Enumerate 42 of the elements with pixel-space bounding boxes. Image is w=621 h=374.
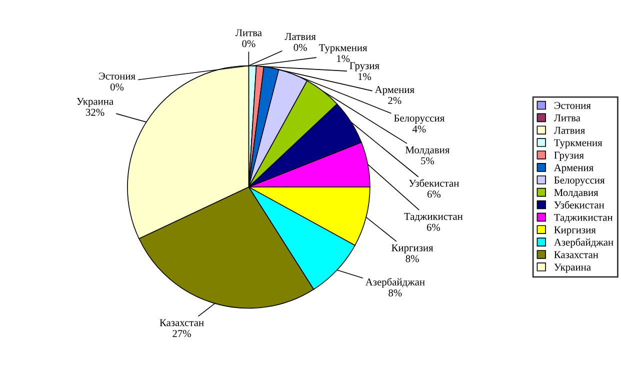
- slice-label: Казахстан: [160, 319, 204, 326]
- legend-label: Узбекистан: [554, 200, 604, 208]
- slice-label: Грузия: [350, 62, 380, 72]
- slice-label: Туркмения: [319, 44, 368, 54]
- data-label: 6%: [426, 224, 440, 231]
- data-label: 27%: [172, 330, 191, 338]
- legend-label: Грузия: [554, 152, 584, 161]
- slice-label: Украина: [76, 98, 114, 108]
- text: 0%: [294, 44, 307, 51]
- data-label: 1%: [358, 73, 372, 80]
- data-label: 8%: [388, 289, 402, 296]
- slice-label: Молдавия: [406, 146, 450, 156]
- slice-label: Киргизия: [392, 244, 434, 254]
- data-label: 32%: [86, 108, 104, 116]
- text: 0%: [110, 83, 124, 91]
- slice-label: Азербайджан: [365, 278, 425, 288]
- legend-label: Украина: [554, 264, 591, 273]
- data-label: 6%: [427, 190, 441, 198]
- legend-label: Белоруссия: [554, 176, 605, 186]
- legend-label: Казахстан: [554, 251, 598, 258]
- legend-label: Туркмения: [554, 139, 602, 148]
- legend-label: Молдавия: [554, 189, 598, 198]
- legend-label: Литва: [554, 114, 580, 122]
- legend-label: Армения: [554, 164, 594, 174]
- slice-label: Белоруссия: [394, 114, 444, 124]
- data-label: 2%: [388, 96, 402, 104]
- category-label: Латвия: [284, 33, 316, 40]
- text: 0%: [242, 40, 256, 48]
- data-label: 4%: [412, 126, 426, 133]
- slice-label: Таджикистан: [404, 213, 463, 222]
- legend-label: Азербайджан: [554, 238, 614, 248]
- legend-label: Латвия: [554, 126, 585, 134]
- slice-label: Узбекистан: [409, 179, 459, 187]
- data-label: 8%: [406, 255, 419, 262]
- legend-label: Эстония: [554, 102, 591, 109]
- data-label: 1%: [337, 55, 350, 62]
- slice-label: Армения: [374, 86, 414, 96]
- category-label: Эстония: [99, 72, 136, 80]
- data-label: 5%: [421, 157, 434, 164]
- legend-label: Таджикистан: [554, 214, 613, 223]
- category-label: Литва: [235, 29, 262, 36]
- legend-label: Киргизия: [554, 226, 596, 236]
